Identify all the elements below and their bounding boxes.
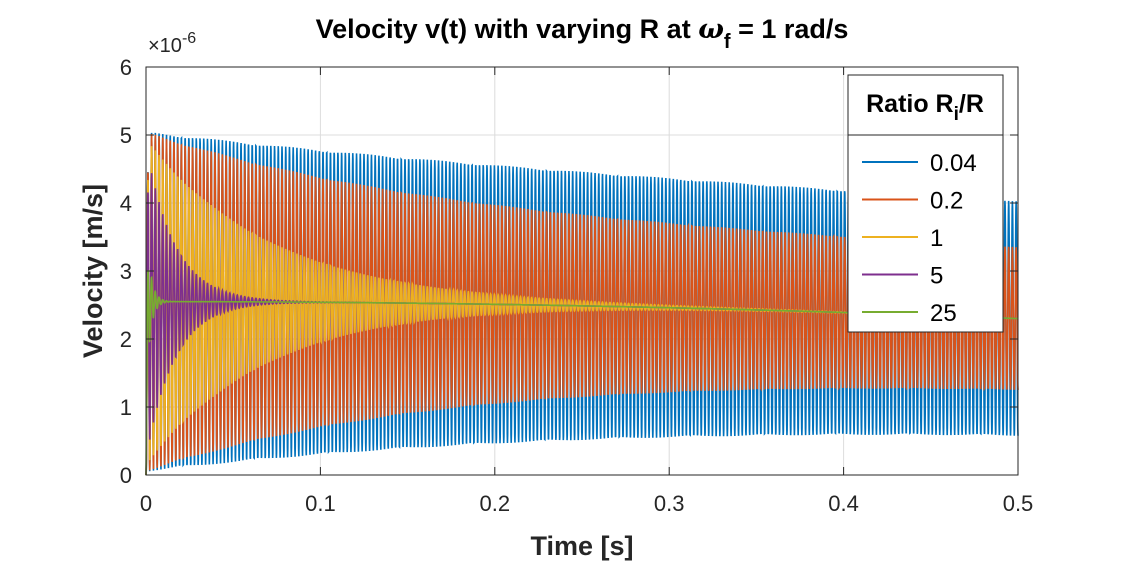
y-axis-label: Velocity [m/s] [78, 184, 108, 358]
legend-label: 1 [930, 225, 943, 252]
x-tick-label: 0.5 [1003, 491, 1034, 516]
y-tick-label: 3 [120, 259, 132, 284]
y-tick-label: 4 [120, 191, 132, 216]
x-axis-label: Time [s] [530, 531, 633, 561]
legend-box [847, 74, 1004, 333]
y-multiplier: ×10-6 [148, 30, 196, 57]
legend-label: 25 [930, 300, 957, 327]
y-tick-label: 2 [120, 327, 132, 352]
series-line-0_2 [145, 134, 1019, 476]
legend-label: 0.2 [930, 188, 963, 215]
x-tick-label: 0.1 [305, 491, 336, 516]
x-tick-label: 0 [140, 491, 152, 516]
y-tick-label: 5 [120, 123, 132, 148]
axis-ticks: 0 0.1 0.2 0.3 0.4 0.5 0 1 2 3 4 5 6 [120, 55, 1034, 516]
legend-label: 5 [930, 263, 943, 290]
legend-title: Ratio Ri/R [866, 90, 984, 125]
legend: Ratio Ri/R 0.04 0.2 1 5 25 [847, 74, 1004, 333]
x-tick-label: 0.2 [480, 491, 511, 516]
series-line-0_04 [145, 132, 1019, 476]
chart-title: Velocity v(t) with varying R at ωf = 1 r… [316, 14, 849, 53]
x-tick-label: 0.3 [654, 491, 685, 516]
y-tick-label: 6 [120, 55, 132, 80]
legend-label: 0.04 [930, 150, 977, 177]
y-tick-label: 1 [120, 395, 132, 420]
x-tick-label: 0.4 [828, 491, 859, 516]
y-tick-label: 0 [120, 463, 132, 488]
